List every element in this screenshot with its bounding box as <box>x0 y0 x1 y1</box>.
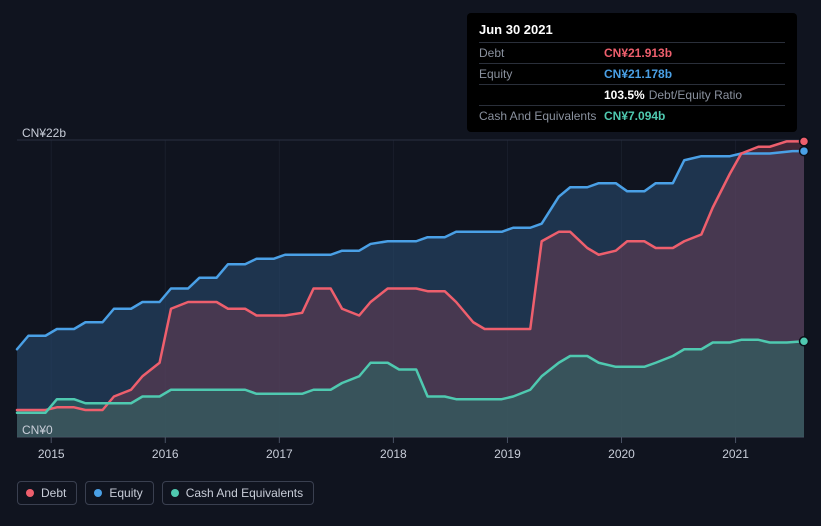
tooltip-date: Jun 30 2021 <box>479 19 785 42</box>
chart-tooltip: Jun 30 2021 DebtCN¥21.913bEquityCN¥21.17… <box>467 13 797 132</box>
tooltip-value: CN¥21.913b <box>604 46 672 60</box>
x-axis-label: 2020 <box>608 447 635 461</box>
y-axis-label: CN¥0 <box>22 423 53 437</box>
tooltip-value: CN¥21.178b <box>604 67 672 81</box>
x-axis-label: 2019 <box>494 447 521 461</box>
legend-item-equity[interactable]: Equity <box>85 481 153 505</box>
x-axis-label: 2018 <box>380 447 407 461</box>
tooltip-key: Debt <box>479 46 604 60</box>
y-axis-label: CN¥22b <box>22 126 66 140</box>
x-axis-label: 2015 <box>38 447 65 461</box>
tooltip-row: DebtCN¥21.913b <box>479 42 785 63</box>
tooltip-key: Cash And Equivalents <box>479 109 604 123</box>
tooltip-row: Cash And EquivalentsCN¥7.094b <box>479 105 785 126</box>
financial-history-chart: Jun 30 2021 DebtCN¥21.913bEquityCN¥21.17… <box>0 0 821 526</box>
legend-dot-icon <box>26 489 34 497</box>
tooltip-key: Equity <box>479 67 604 81</box>
legend-label: Cash And Equivalents <box>186 486 303 500</box>
chart-legend: Debt Equity Cash And Equivalents <box>17 481 314 505</box>
x-axis-label: 2017 <box>266 447 293 461</box>
legend-item-cash-and-equivalents[interactable]: Cash And Equivalents <box>162 481 314 505</box>
tooltip-ratio: 103.5%Debt/Equity Ratio <box>604 88 742 102</box>
tooltip-key <box>479 88 604 102</box>
tooltip-row: 103.5%Debt/Equity Ratio <box>479 84 785 105</box>
legend-label: Debt <box>41 486 66 500</box>
x-axis-label: 2021 <box>722 447 749 461</box>
x-axis-label: 2016 <box>152 447 179 461</box>
legend-label: Equity <box>109 486 142 500</box>
tooltip-row: EquityCN¥21.178b <box>479 63 785 84</box>
legend-dot-icon <box>94 489 102 497</box>
legend-dot-icon <box>171 489 179 497</box>
legend-item-debt[interactable]: Debt <box>17 481 77 505</box>
tooltip-value: CN¥7.094b <box>604 109 665 123</box>
